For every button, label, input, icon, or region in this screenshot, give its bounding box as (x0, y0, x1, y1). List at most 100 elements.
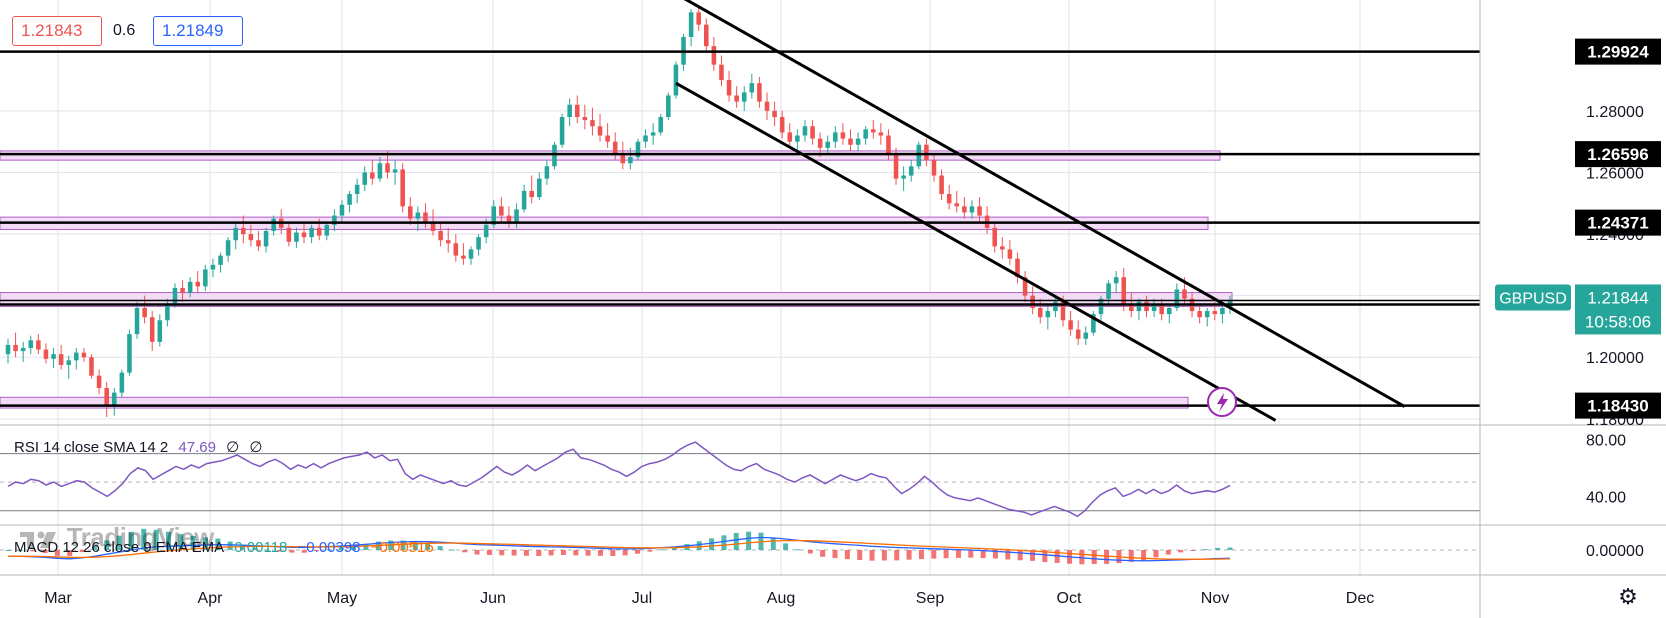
candle-body (650, 132, 656, 136)
candle-body (347, 194, 352, 205)
candle-body (271, 218, 276, 231)
candle-body (840, 132, 846, 139)
level-label: 1.18430 (1587, 397, 1648, 416)
candle-body (241, 227, 246, 235)
candle-body (582, 117, 588, 121)
candle-body (764, 101, 770, 111)
candle-body (66, 360, 71, 365)
candle-body (499, 206, 504, 216)
macd-histogram-bar (91, 546, 97, 550)
candle-body (385, 163, 390, 173)
candle-body (157, 320, 163, 342)
macd-histogram-bar (992, 550, 998, 559)
macd-histogram-bar (721, 535, 727, 550)
macd-histogram-bar (277, 550, 283, 552)
macd-histogram-bar (696, 541, 702, 550)
macd-histogram-bar (67, 550, 73, 556)
macd-histogram-bar (363, 543, 369, 550)
candle-body (453, 243, 459, 256)
level-label: 1.24371 (1587, 214, 1648, 233)
candle-body (537, 178, 542, 198)
candle-body (1212, 311, 1218, 315)
candle-body (779, 117, 785, 133)
macd-histogram-bar (795, 549, 801, 551)
bid-price-box[interactable]: 1.21843 (12, 16, 102, 46)
candle-body (749, 83, 755, 93)
candle-body (544, 166, 550, 179)
candle-body (635, 141, 641, 158)
macd-histogram-bar (289, 550, 295, 553)
candle-body (74, 352, 79, 361)
macd-histogram-bar (894, 550, 900, 561)
x-tick-label: Sep (916, 590, 945, 607)
macd-tick-label: 0.00000 (1586, 543, 1644, 560)
macd-histogram-bar (523, 550, 529, 556)
candle-body (1075, 329, 1081, 339)
candle-body (605, 135, 610, 142)
candle-body (688, 12, 694, 37)
alert-icon[interactable] (1207, 387, 1237, 417)
macd-histogram-bar (931, 550, 937, 559)
macd-histogram-bar (264, 549, 270, 551)
candle-body (1174, 289, 1180, 308)
candle-body (51, 354, 56, 359)
candle-body (939, 175, 944, 195)
symbol-label-bg (1495, 284, 1571, 311)
x-tick-label: Oct (1057, 590, 1082, 607)
candle-body (301, 232, 307, 238)
candle-body (89, 357, 94, 376)
candle-body (878, 132, 884, 136)
macd-histogram-bar (462, 550, 468, 553)
macd-histogram-bar (536, 550, 542, 556)
candle-body (5, 344, 11, 355)
macd-legend-title: MACD 12 26 close 9 EMA EMA (14, 539, 225, 556)
macd-histogram-bar (42, 550, 48, 554)
macd-histogram-bar (597, 550, 603, 556)
macd-histogram-bar (635, 550, 641, 554)
macd-histogram-bar (499, 550, 505, 556)
candle-body (104, 388, 109, 405)
candle-body (787, 132, 793, 142)
candle-body (901, 175, 906, 179)
macd-histogram-bar (202, 537, 208, 550)
candle-body (817, 138, 823, 148)
candle-body (673, 64, 679, 96)
candle-body (1129, 304, 1134, 312)
macd-histogram-bar (659, 549, 665, 551)
candle-body (1197, 311, 1202, 318)
candle-body (20, 348, 26, 352)
macd-histogram-bar (128, 531, 134, 550)
rsi-tick-label: 80.00 (1586, 432, 1626, 449)
macd-legend: MACD 12 26 close 9 EMA EMA 0.00118 −0.00… (14, 539, 440, 556)
rsi-legend-na-1: ∅ (226, 439, 240, 456)
candle-body (36, 340, 41, 350)
ask-price-box[interactable]: 1.21849 (153, 16, 243, 46)
candle-body (218, 255, 223, 265)
macd-histogram-bar (820, 550, 826, 557)
macd-histogram-bar (5, 550, 11, 551)
candle-body (1000, 246, 1005, 250)
macd-histogram-bar (980, 550, 986, 559)
level-label-bg (1575, 209, 1661, 236)
rsi-legend-na-2: ∅ (249, 439, 263, 456)
settings-gear-icon[interactable]: ⚙ (1618, 584, 1638, 609)
candle-body (233, 227, 238, 241)
macd-histogram-bar (770, 537, 776, 550)
macd-histogram-bar (351, 545, 357, 550)
candlestick-series (5, 6, 1233, 417)
rsi-legend: RSI 14 close SMA 14 2 47.69 ∅ ∅ (14, 438, 268, 456)
macd-pane: 0.00000 (0, 528, 1644, 565)
candle-body (810, 126, 815, 139)
candle-body (81, 352, 87, 358)
zone-rect (0, 396, 1189, 409)
macd-histogram-bar (1178, 550, 1184, 553)
price-labels: 1.299241.265961.243711.217141.18430GBPUS… (1495, 38, 1661, 419)
x-tick-label: Jul (632, 590, 652, 607)
candle-body (119, 372, 125, 393)
candle-body (848, 138, 853, 145)
trend-channel[interactable] (675, 0, 1406, 422)
macd-histogram-bar (425, 543, 431, 550)
macd-histogram-bar (30, 550, 36, 552)
candle-body (741, 92, 747, 102)
